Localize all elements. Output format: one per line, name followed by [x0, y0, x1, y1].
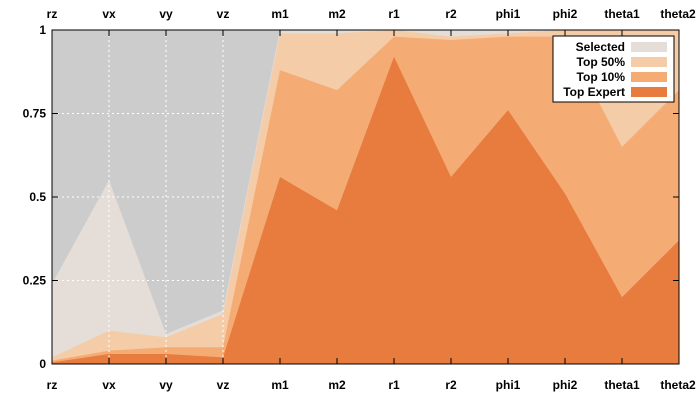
- x-tick-label-top: r2: [445, 7, 457, 21]
- x-tick-label-bottom: m2: [328, 378, 346, 392]
- x-tick-label-top: rz: [47, 7, 58, 21]
- x-tick-label-top: r1: [388, 7, 400, 21]
- grid-lines: [51, 30, 224, 364]
- legend-label: Selected: [576, 40, 625, 54]
- legend-label: Top 50%: [577, 55, 626, 69]
- x-tick-label-bottom: rz: [47, 378, 58, 392]
- axes: 00.250.50.751rzrzvxvxvyvyvzvzm1m1m2m2r1r…: [23, 7, 696, 392]
- x-tick-label-top: m2: [328, 7, 346, 21]
- x-tick-label-bottom: phi2: [553, 378, 578, 392]
- x-tick-label-bottom: theta2: [660, 378, 696, 392]
- legend-swatch: [631, 87, 667, 97]
- x-tick-label-top: phi1: [496, 7, 521, 21]
- x-tick-label-bottom: vz: [217, 378, 230, 392]
- x-tick-label-top: theta1: [604, 7, 640, 21]
- legend-label: Top Expert: [563, 85, 625, 99]
- x-tick-label-top: phi2: [553, 7, 578, 21]
- x-tick-label-bottom: m1: [271, 378, 289, 392]
- x-tick-label-bottom: vx: [102, 378, 116, 392]
- x-tick-label-top: theta2: [660, 7, 696, 21]
- x-tick-label-bottom: phi1: [496, 378, 521, 392]
- y-tick-label: 0.25: [23, 274, 47, 288]
- y-tick-label: 1: [39, 23, 46, 37]
- legend-swatch: [631, 57, 667, 67]
- x-tick-label-top: vy: [159, 7, 173, 21]
- x-tick-label-bottom: r2: [445, 378, 457, 392]
- legend-swatch: [631, 42, 667, 52]
- y-tick-label: 0: [39, 357, 46, 371]
- x-tick-label-top: vx: [102, 7, 116, 21]
- legend-label: Top 10%: [577, 70, 626, 84]
- legend-swatch: [631, 72, 667, 82]
- area-series-top-expert: [52, 56, 679, 364]
- x-tick-label-bottom: theta1: [604, 378, 640, 392]
- x-tick-label-bottom: r1: [388, 378, 400, 392]
- y-tick-label: 0.75: [23, 107, 47, 121]
- x-tick-label-top: m1: [271, 7, 289, 21]
- x-tick-label-bottom: vy: [159, 378, 173, 392]
- x-tick-label-top: vz: [217, 7, 230, 21]
- y-tick-label: 0.5: [29, 190, 46, 204]
